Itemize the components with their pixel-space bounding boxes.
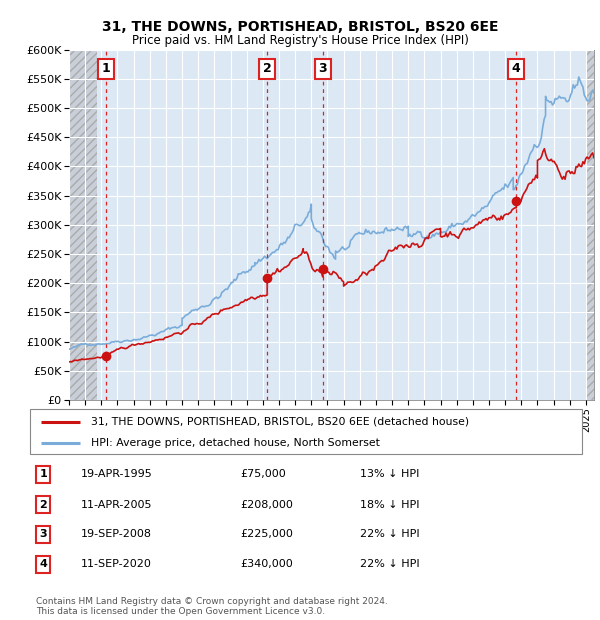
Text: 11-APR-2005: 11-APR-2005 xyxy=(81,500,152,510)
Text: 22% ↓ HPI: 22% ↓ HPI xyxy=(360,559,419,569)
Text: 11-SEP-2020: 11-SEP-2020 xyxy=(81,559,152,569)
Text: £208,000: £208,000 xyxy=(240,500,293,510)
Text: £225,000: £225,000 xyxy=(240,529,293,539)
Text: £340,000: £340,000 xyxy=(240,559,293,569)
Text: 4: 4 xyxy=(512,63,521,76)
Text: 22% ↓ HPI: 22% ↓ HPI xyxy=(360,529,419,539)
Text: 1: 1 xyxy=(40,469,47,479)
Text: 1: 1 xyxy=(101,63,110,76)
FancyBboxPatch shape xyxy=(30,409,582,454)
Text: 31, THE DOWNS, PORTISHEAD, BRISTOL, BS20 6EE (detached house): 31, THE DOWNS, PORTISHEAD, BRISTOL, BS20… xyxy=(91,417,469,427)
Text: 13% ↓ HPI: 13% ↓ HPI xyxy=(360,469,419,479)
Text: HPI: Average price, detached house, North Somerset: HPI: Average price, detached house, Nort… xyxy=(91,438,380,448)
Text: 3: 3 xyxy=(319,63,327,76)
Text: 19-SEP-2008: 19-SEP-2008 xyxy=(81,529,152,539)
Text: 2: 2 xyxy=(263,63,272,76)
Text: 3: 3 xyxy=(40,529,47,539)
Text: 19-APR-1995: 19-APR-1995 xyxy=(81,469,153,479)
Text: £75,000: £75,000 xyxy=(240,469,286,479)
Text: Contains HM Land Registry data © Crown copyright and database right 2024.
This d: Contains HM Land Registry data © Crown c… xyxy=(36,596,388,616)
Text: 4: 4 xyxy=(39,559,47,569)
Text: 31, THE DOWNS, PORTISHEAD, BRISTOL, BS20 6EE: 31, THE DOWNS, PORTISHEAD, BRISTOL, BS20… xyxy=(102,20,498,34)
Text: 18% ↓ HPI: 18% ↓ HPI xyxy=(360,500,419,510)
Text: 2: 2 xyxy=(40,500,47,510)
Bar xyxy=(69,50,97,400)
Text: Price paid vs. HM Land Registry's House Price Index (HPI): Price paid vs. HM Land Registry's House … xyxy=(131,35,469,47)
Bar xyxy=(586,50,594,400)
